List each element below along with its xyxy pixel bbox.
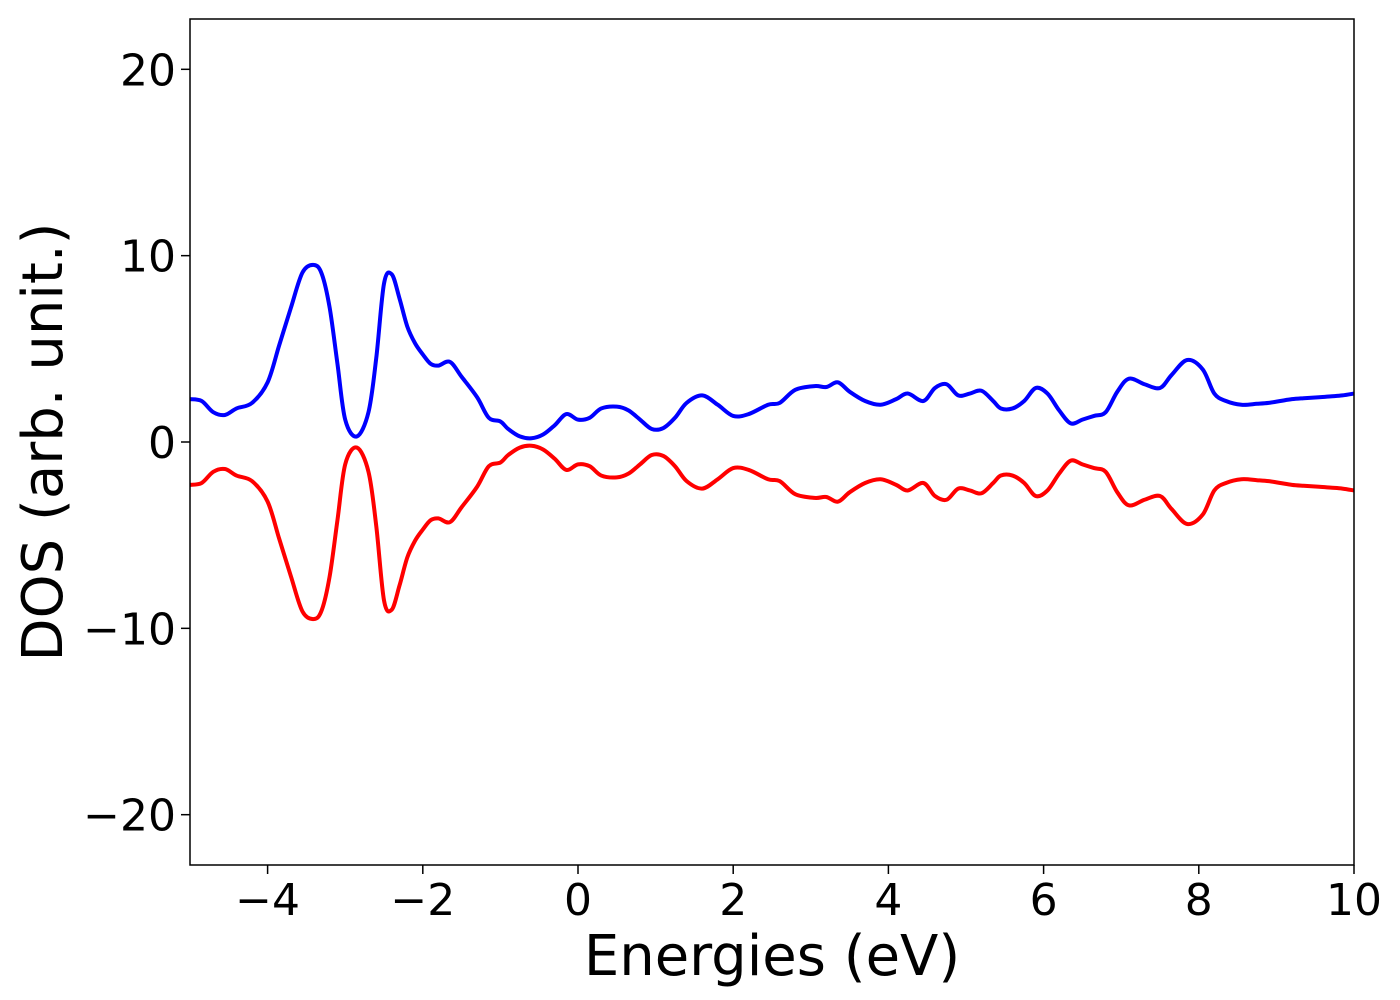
series-layer [189,262,1355,622]
x-tick-label: 2 [719,875,747,926]
y-tick-label: −10 [83,604,176,655]
y-tick-label: 10 [120,232,176,283]
plot-frame [189,18,1355,866]
x-tick-label: 10 [1326,875,1382,926]
y-axis-ticks: −20 −10 0 10 20 [83,45,190,842]
y-tick-label: −20 [83,791,176,842]
x-tick-label: 6 [1030,875,1058,926]
y-tick-label: 0 [148,418,176,469]
x-tick-label: 8 [1185,875,1213,926]
series-line-1 [189,443,1355,622]
series-line-0 [189,262,1355,441]
x-tick-label: −4 [235,875,300,926]
x-tick-label: 0 [564,875,592,926]
x-tick-label: −2 [390,875,455,926]
y-axis-label: DOS (arb. unit.) [11,222,76,661]
x-tick-label: 4 [874,875,902,926]
x-axis-ticks: −4 −2 0 2 4 6 8 10 [235,865,1382,926]
y-tick-label: 20 [120,45,176,96]
x-axis-label: Energies (eV) [584,924,960,989]
